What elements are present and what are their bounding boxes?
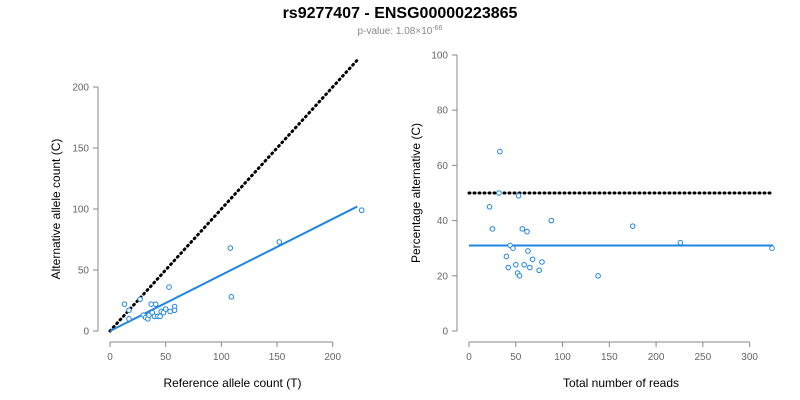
percentage-data-point bbox=[548, 217, 555, 224]
counts-data-point bbox=[171, 307, 178, 314]
counts-data-point bbox=[276, 239, 283, 245]
percentage-y-tick-label: 100 bbox=[431, 51, 448, 62]
percentage-data-point bbox=[486, 204, 493, 210]
counts-data-point bbox=[126, 307, 132, 314]
counts-data-point bbox=[227, 245, 234, 251]
counts-x-tick-label: 100 bbox=[213, 352, 230, 363]
counts-x-tick-label: 50 bbox=[160, 352, 172, 363]
counts-y-tick-label: 100 bbox=[72, 205, 89, 216]
percentage-data-point bbox=[521, 261, 527, 268]
counts-data-point bbox=[152, 301, 159, 307]
percentage-data-point bbox=[529, 256, 536, 263]
counts-data-point bbox=[167, 308, 173, 315]
figure-title: rs9277407 - ENSG00000223865 bbox=[282, 5, 518, 22]
percentage-data-point bbox=[524, 228, 530, 235]
percentage-y-axis-label: Percentage alternative (C) bbox=[409, 123, 423, 263]
percentage-data-point bbox=[497, 148, 503, 155]
percentage-data-point bbox=[496, 190, 502, 196]
percentage-y-tick-label: 60 bbox=[437, 161, 449, 172]
percentage-data-point bbox=[539, 259, 545, 265]
percentage-data-point bbox=[510, 245, 516, 251]
percentage-y-tick-label: 40 bbox=[437, 216, 449, 227]
percentage-x-tick-label: 100 bbox=[554, 352, 571, 363]
percentage-data-point bbox=[512, 261, 519, 268]
percentage-x-tick-label: 250 bbox=[695, 352, 712, 363]
percentage-data-point bbox=[536, 267, 542, 274]
counts-data-point bbox=[228, 294, 235, 300]
percentage-data-point bbox=[595, 273, 601, 279]
counts-data-point bbox=[157, 313, 163, 320]
percentage-data-point bbox=[515, 192, 522, 199]
panel-percentage: 0 50 100 150 200 250 300 0 20 40 60 80 100 Total numb… bbox=[409, 51, 775, 390]
percentage-data-point bbox=[516, 273, 523, 279]
counts-x-axis-label: Reference allele count (T) bbox=[163, 376, 301, 390]
percentage-data-point bbox=[629, 223, 636, 229]
percentage-data-point bbox=[519, 226, 526, 232]
percentage-x-tick-label: 200 bbox=[648, 352, 665, 363]
counts-y-tick-label: 150 bbox=[72, 144, 89, 155]
percentage-data-point bbox=[525, 248, 531, 254]
counts-fit-line bbox=[109, 205, 358, 332]
percentage-data-point bbox=[677, 239, 684, 246]
counts-reference-line bbox=[108, 58, 359, 333]
percentage-data-point bbox=[505, 264, 512, 271]
percentage-x-tick-label: 150 bbox=[601, 352, 618, 363]
percentage-data-point bbox=[503, 253, 510, 260]
panel-counts: 0 50 100 150 200 0 50 100 150 200 Reference allele… bbox=[49, 58, 365, 390]
counts-data-point bbox=[148, 301, 155, 307]
counts-y-tick-label: 50 bbox=[78, 266, 90, 277]
counts-x-tick-label: 150 bbox=[269, 352, 286, 363]
percentage-data-point bbox=[769, 245, 775, 251]
counts-x-tick-label: 200 bbox=[324, 352, 341, 363]
percentage-y-tick-label: 80 bbox=[437, 106, 449, 117]
percentage-data-point bbox=[527, 264, 533, 271]
counts-data-point bbox=[358, 207, 365, 214]
percentage-x-tick-label: 300 bbox=[741, 352, 758, 363]
percentage-y-tick-label: 0 bbox=[442, 327, 448, 338]
counts-data-point bbox=[166, 284, 172, 290]
counts-y-tick-label: 0 bbox=[83, 327, 89, 338]
counts-y-tick-label: 200 bbox=[72, 83, 89, 94]
percentage-x-tick-label: 50 bbox=[510, 352, 522, 363]
counts-x-tick-label: 0 bbox=[107, 352, 113, 363]
percentage-x-axis-label: Total number of reads bbox=[563, 376, 679, 390]
counts-data-point bbox=[126, 316, 132, 322]
subtitle-prefix: p-value: 1.08×10 bbox=[357, 26, 433, 37]
counts-data-point bbox=[162, 306, 169, 312]
percentage-y-tick-label: 20 bbox=[437, 271, 449, 282]
figure-subtitle: p-value: 1.08×10-66 bbox=[0, 25, 800, 37]
percentage-data-point bbox=[489, 226, 496, 232]
counts-data-point bbox=[121, 301, 128, 307]
counts-y-axis-label: Alternative allele count (C) bbox=[49, 139, 63, 280]
subtitle-exponent: -66 bbox=[432, 25, 443, 32]
percentage-x-tick-label: 0 bbox=[466, 352, 472, 363]
counts-data-point bbox=[137, 296, 143, 303]
